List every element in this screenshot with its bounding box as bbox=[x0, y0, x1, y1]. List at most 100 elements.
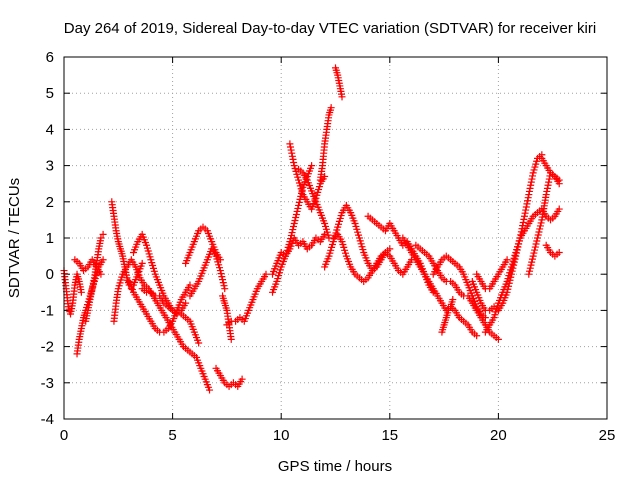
data-point-interp bbox=[525, 187, 533, 195]
data-point bbox=[295, 201, 303, 209]
data-point bbox=[555, 205, 563, 213]
data-point bbox=[503, 256, 511, 264]
data-point bbox=[138, 259, 146, 267]
y-tick-label: 6 bbox=[46, 49, 54, 66]
series-arc18 bbox=[295, 165, 333, 242]
series-arc1 bbox=[60, 267, 85, 318]
data-point-interp bbox=[522, 203, 530, 211]
data-point-interp bbox=[291, 217, 299, 225]
series-arc32 bbox=[538, 154, 563, 188]
series-arc16 bbox=[269, 230, 329, 278]
data-point-interp bbox=[288, 149, 296, 157]
data-point bbox=[290, 220, 298, 228]
y-tick-label: -3 bbox=[41, 375, 54, 392]
data-point-interp bbox=[545, 175, 553, 183]
data-point-interp bbox=[532, 240, 540, 248]
series-arc17 bbox=[286, 140, 329, 213]
y-tick-label: 5 bbox=[46, 85, 54, 102]
data-point-interp bbox=[290, 223, 298, 231]
data-point bbox=[555, 248, 563, 256]
data-point-interp bbox=[531, 243, 539, 251]
data-point-interp bbox=[531, 246, 539, 254]
data-point bbox=[481, 314, 489, 322]
data-point bbox=[529, 252, 537, 260]
data-point bbox=[525, 191, 533, 199]
data-point-interp bbox=[534, 231, 542, 239]
data-point bbox=[97, 270, 105, 278]
data-point-interp bbox=[526, 184, 534, 192]
series-arc14 bbox=[223, 270, 270, 329]
series-arc20 bbox=[332, 64, 346, 101]
data-point-interp bbox=[219, 276, 227, 284]
data-point bbox=[99, 256, 107, 264]
data-point bbox=[494, 335, 502, 343]
data-point bbox=[286, 140, 294, 148]
data-point bbox=[182, 299, 190, 307]
data-point bbox=[555, 180, 563, 188]
data-point-interp bbox=[292, 213, 300, 221]
data-point bbox=[473, 332, 481, 340]
data-point-interp bbox=[287, 143, 295, 151]
data-point-interp bbox=[530, 249, 538, 257]
data-point bbox=[238, 375, 246, 383]
data-point-interp bbox=[533, 237, 541, 245]
x-tick-label: 10 bbox=[273, 427, 290, 444]
data-point bbox=[99, 230, 107, 238]
series-arc26 bbox=[429, 252, 489, 322]
data-point-interp bbox=[294, 204, 302, 212]
data-point-interp bbox=[527, 181, 535, 189]
data-point bbox=[533, 234, 541, 242]
chart-title: Day 264 of 2019, Sidereal Day-to-day VTE… bbox=[64, 20, 596, 37]
y-tick-label: 2 bbox=[46, 194, 54, 211]
x-tick-label: 20 bbox=[490, 427, 507, 444]
data-point-interp bbox=[543, 187, 551, 195]
x-tick-label: 15 bbox=[381, 427, 398, 444]
data-point-interp bbox=[524, 197, 532, 205]
series-arc9 bbox=[125, 277, 194, 336]
x-tick-label: 0 bbox=[60, 427, 68, 444]
y-axis-label: SDTVAR / TECUs bbox=[6, 178, 23, 298]
data-point-interp bbox=[527, 178, 535, 186]
data-point-interp bbox=[519, 218, 527, 226]
data-point-interp bbox=[526, 264, 534, 272]
data-point-interp bbox=[535, 228, 543, 236]
data-point-interp bbox=[289, 226, 297, 234]
data-point bbox=[449, 296, 457, 304]
data-point-interp bbox=[287, 146, 295, 154]
data-point bbox=[97, 234, 105, 242]
data-point bbox=[386, 245, 394, 253]
data-point-interp bbox=[528, 258, 536, 266]
x-tick-label: 5 bbox=[168, 427, 176, 444]
data-point-interp bbox=[290, 158, 298, 166]
series-arc29 bbox=[473, 256, 511, 293]
data-point-interp bbox=[289, 155, 297, 163]
y-tick-label: -4 bbox=[41, 411, 54, 428]
x-tick-labels: 0 5 10 15 20 25 bbox=[60, 427, 616, 444]
data-point bbox=[327, 104, 335, 112]
data-point-interp bbox=[220, 282, 228, 290]
y-tick-labels: -4 -3 -2 -1 0 1 2 3 4 5 6 bbox=[41, 49, 54, 428]
data-point-interp bbox=[288, 152, 296, 160]
data-marks bbox=[60, 64, 563, 394]
data-point bbox=[77, 288, 85, 296]
data-point bbox=[195, 339, 203, 347]
data-point-interp bbox=[536, 222, 544, 230]
y-tick-label: -2 bbox=[41, 339, 54, 356]
data-point-interp bbox=[521, 209, 529, 217]
data-point-interp bbox=[524, 194, 532, 202]
data-point-interp bbox=[520, 215, 528, 223]
series-arc6 bbox=[110, 256, 214, 394]
data-point bbox=[308, 162, 316, 170]
data-point-interp bbox=[545, 178, 553, 186]
data-point bbox=[216, 267, 224, 275]
data-point-interp bbox=[218, 273, 226, 281]
y-tick-label: 4 bbox=[46, 121, 54, 138]
data-point-interp bbox=[528, 255, 536, 263]
data-point-interp bbox=[288, 229, 296, 237]
grid-lines bbox=[64, 57, 607, 419]
data-point-interp bbox=[537, 219, 545, 227]
series-arc24 bbox=[399, 234, 481, 340]
series-arc3 bbox=[82, 230, 107, 325]
data-point bbox=[520, 212, 528, 220]
